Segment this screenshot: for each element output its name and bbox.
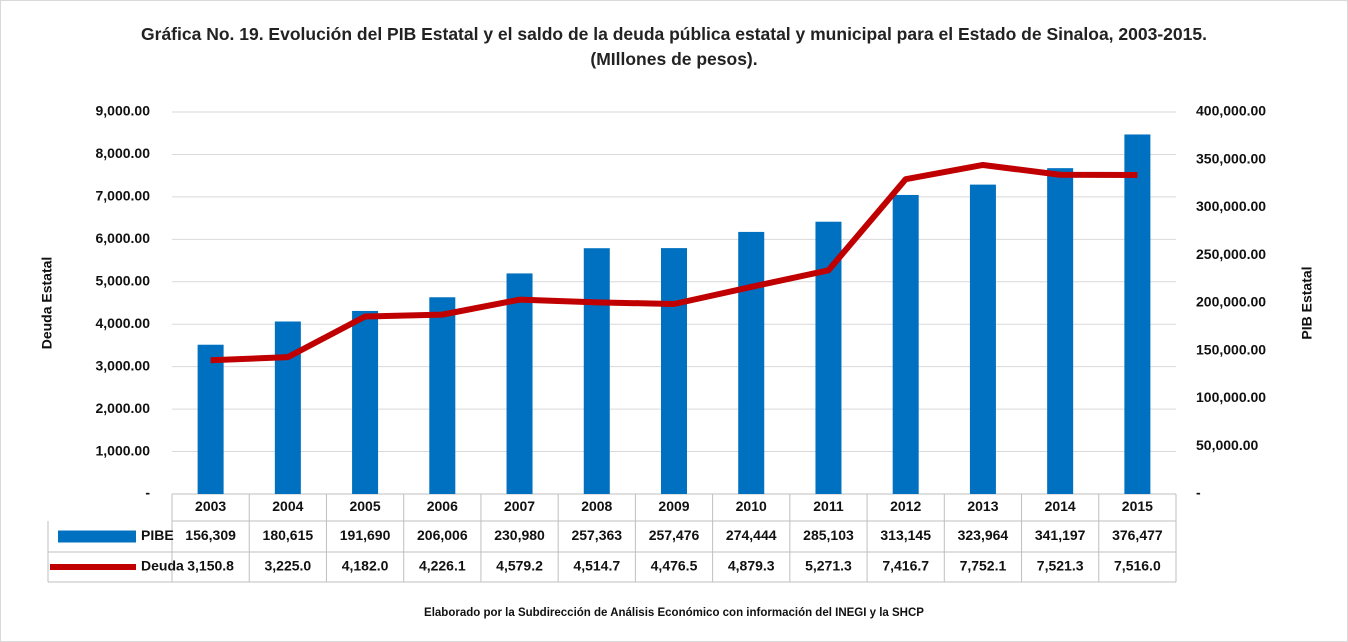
- legend-swatch: [58, 530, 136, 543]
- table-value: 313,145: [880, 527, 931, 543]
- table-value: 274,444: [726, 527, 777, 543]
- bar: [506, 273, 533, 494]
- x-tick-label: 2015: [1122, 498, 1153, 514]
- x-tick-label: 2012: [890, 498, 921, 514]
- y2-tick-label: 200,000.00: [1196, 294, 1266, 310]
- chart-title: Gráfica No. 19. Evolución del PIB Estata…: [141, 24, 1207, 69]
- y2-tick-label: 300,000.00: [1196, 198, 1266, 214]
- table-value: 191,690: [340, 527, 391, 543]
- table-value: 7,521.3: [1037, 558, 1084, 574]
- table-value: 257,476: [649, 527, 700, 543]
- legend-label: Deuda: [141, 558, 184, 574]
- x-tick-label: 2011: [813, 498, 844, 514]
- x-tick-label: 2005: [349, 498, 380, 514]
- bar: [274, 321, 301, 494]
- y-tick-label: 6,000.00: [96, 230, 151, 246]
- y-tick-label: 7,000.00: [96, 188, 151, 204]
- bar: [892, 194, 919, 494]
- y2-tick-label: 400,000.00: [1196, 103, 1266, 119]
- bar: [1124, 134, 1151, 494]
- line: [210, 161, 1138, 364]
- table-value: 323,964: [958, 527, 1009, 543]
- x-tick-label: 2008: [581, 498, 612, 514]
- table-value: 4,579.2: [496, 558, 543, 574]
- table-value: 285,103: [803, 527, 854, 543]
- x-tick-label: 2004: [272, 498, 303, 514]
- y-axis-title: Deuda Estatal: [39, 257, 55, 350]
- table-value: 3,150.8: [187, 558, 234, 574]
- x-tick-label: 2010: [736, 498, 767, 514]
- y-tick-label: 9,000.00: [96, 103, 151, 119]
- bar: [1047, 168, 1074, 494]
- y-tick-label: 1,000.00: [96, 442, 151, 458]
- table-value: 341,197: [1035, 527, 1086, 543]
- bar: [661, 248, 687, 494]
- bar: [738, 231, 765, 494]
- y-tick-label: 2,000.00: [96, 400, 151, 416]
- y2-axis-title: PIB Estatal: [1299, 266, 1315, 339]
- table-value: 4,226.1: [419, 558, 466, 574]
- table-value: 376,477: [1112, 527, 1163, 543]
- x-tick-label: 2009: [658, 498, 689, 514]
- x-tick-label: 2007: [504, 498, 535, 514]
- table-value: 230,980: [494, 527, 545, 543]
- table-value: 257,363: [571, 527, 622, 543]
- x-tick-label: 2003: [195, 498, 226, 514]
- y2-tick-label: 100,000.00: [1196, 389, 1266, 405]
- bar: [969, 184, 996, 494]
- y2-tick-label: 350,000.00: [1196, 150, 1266, 166]
- x-tick-label: 2013: [967, 498, 998, 514]
- bar: [583, 248, 610, 494]
- table-value: 4,879.3: [728, 558, 775, 574]
- y2-tick-label: -: [1196, 485, 1201, 501]
- table-value: 206,006: [417, 527, 468, 543]
- x-tick-label: 2014: [1045, 498, 1076, 514]
- table-value: 156,309: [185, 527, 236, 543]
- table-value: 4,476.5: [651, 558, 698, 574]
- table-value: 7,516.0: [1114, 558, 1161, 574]
- table-value: 7,752.1: [960, 558, 1007, 574]
- bar: [197, 344, 224, 494]
- bar: [352, 310, 379, 494]
- y-tick-label: 8,000.00: [96, 145, 151, 161]
- y2-tick-label: 50,000.00: [1196, 437, 1258, 453]
- table-value: 3,225.0: [264, 558, 311, 574]
- table-value: 4,514.7: [573, 558, 620, 574]
- y2-tick-label: 250,000.00: [1196, 246, 1266, 262]
- x-tick-label: 2006: [427, 498, 458, 514]
- legend-label: PIBE: [141, 527, 174, 543]
- table-value: 7,416.7: [882, 558, 929, 574]
- y-tick-label: 5,000.00: [96, 272, 151, 288]
- y-tick-label: -: [145, 485, 150, 501]
- bar: [429, 297, 456, 494]
- table-value: 5,271.3: [805, 558, 852, 574]
- y-tick-label: 4,000.00: [96, 315, 151, 331]
- source-note: Elaborado por la Subdirección de Análisi…: [424, 607, 924, 619]
- table-value: 180,615: [263, 527, 314, 543]
- y2-tick-label: 150,000.00: [1196, 341, 1266, 357]
- y-tick-label: 3,000.00: [96, 357, 151, 373]
- table-value: 4,182.0: [342, 558, 389, 574]
